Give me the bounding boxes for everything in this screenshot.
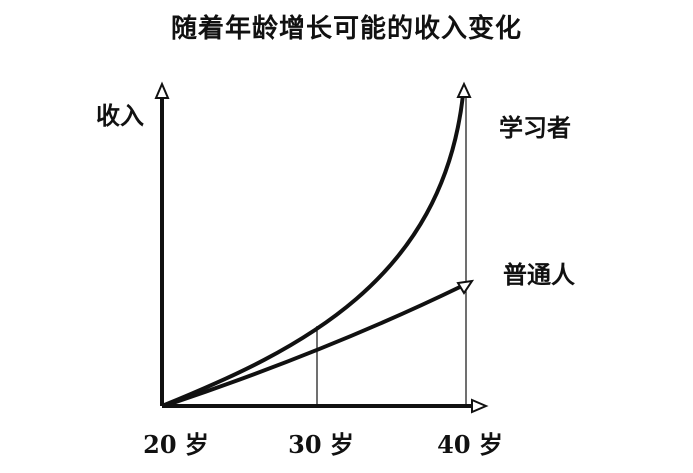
x-tick-20: 20 岁 — [143, 430, 209, 459]
learner-label: 学习者 — [499, 113, 571, 142]
diagram-title: 随着年龄增长可能的收入变化 — [170, 14, 522, 44]
x-tick-30: 30 岁 — [288, 430, 354, 459]
x-tick-40: 40 岁 — [437, 430, 503, 459]
learner-arrowhead — [456, 81, 472, 98]
ordinary-label: 普通人 — [503, 260, 575, 289]
ordinary-curve — [169, 284, 463, 406]
y-axis-label: 收入 — [96, 101, 144, 130]
learner-curve — [161, 94, 465, 408]
x-axis-arrowhead — [471, 398, 489, 414]
y-axis-arrowhead — [154, 81, 170, 99]
ordinary-arrowhead — [456, 279, 475, 295]
